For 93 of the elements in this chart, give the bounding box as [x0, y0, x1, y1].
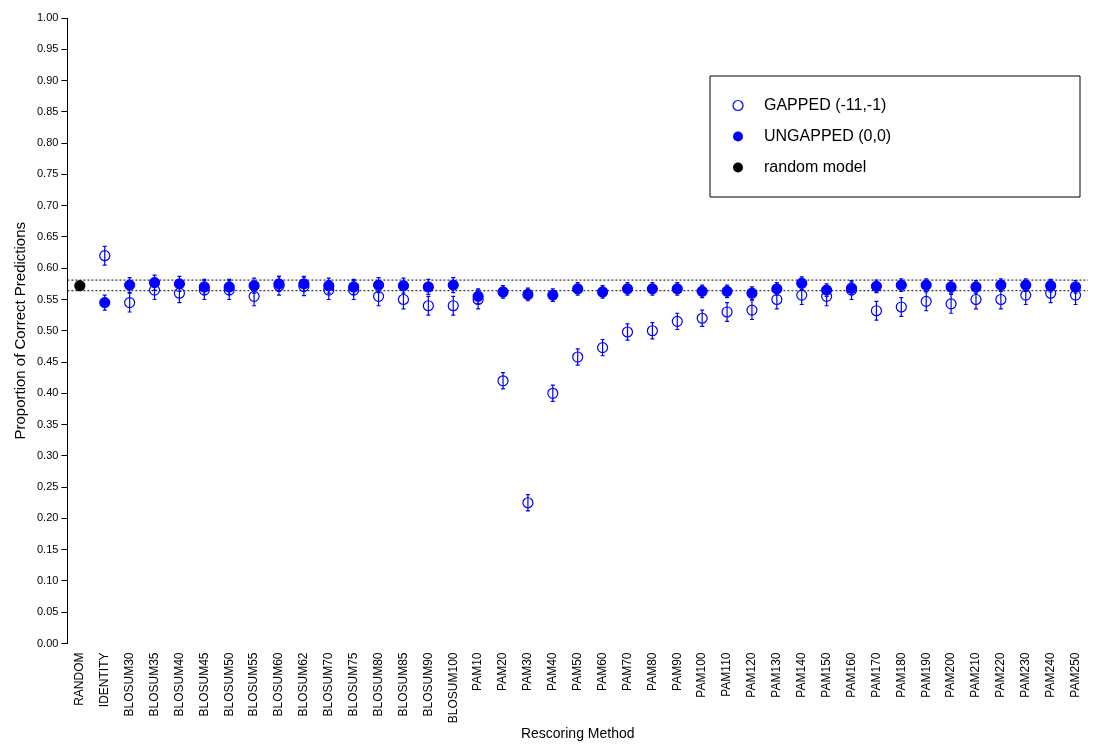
y-tick-label: 0.05 [36, 605, 59, 618]
y-tick-label: 0.85 [36, 104, 59, 117]
x-tick-label: BLOSUM62 [296, 652, 311, 717]
x-tick-label: BLOSUM30 [121, 652, 136, 717]
y-tick-label: 0.60 [36, 261, 59, 274]
y-axis-title: Proportion of Correct Predictions [11, 221, 29, 440]
x-tick-label: PAM180 [893, 652, 908, 698]
y-tick-label: 0.80 [36, 136, 59, 149]
x-tick-label: PAM120 [744, 652, 759, 698]
x-tick-label: PAM100 [694, 652, 709, 698]
x-tick-label: PAM70 [619, 652, 634, 691]
x-tick-label: BLOSUM55 [246, 652, 261, 717]
x-tick-label: PAM160 [843, 652, 858, 698]
legend-label: GAPPED (-11,-1) [764, 95, 887, 113]
x-tick-label: PAM80 [644, 652, 659, 691]
point [248, 290, 260, 302]
x-tick-label: PAM10 [470, 652, 485, 691]
point [671, 315, 683, 327]
x-tick-label: PAM140 [794, 652, 809, 698]
point [870, 305, 883, 317]
x-tick-label: PAM190 [918, 652, 933, 698]
y-tick-label: 0.10 [36, 573, 59, 586]
x-tick-label: PAM60 [594, 652, 609, 691]
y-tick-label: 1.00 [36, 11, 59, 24]
point [1020, 289, 1032, 301]
point [945, 298, 957, 310]
x-axis-title: Rescoring Method [520, 725, 635, 742]
y-tick-label: 0.20 [36, 511, 59, 524]
point [746, 304, 758, 316]
x-tick-label: PAM110 [719, 652, 734, 697]
x-tick-label: PAM210 [968, 652, 983, 698]
x-tick-label: BLOSUM85 [395, 652, 410, 717]
x-tick-label: PAM150 [818, 652, 833, 698]
x-tick-label: PAM230 [1018, 652, 1033, 698]
x-tick-label: IDENTITY [97, 652, 112, 708]
legend-label: UNGAPPED (0,0) [764, 126, 892, 144]
x-tick-label: PAM20 [495, 652, 510, 691]
x-tick-label: BLOSUM100 [445, 652, 460, 724]
point [920, 295, 932, 307]
x-tick-label: BLOSUM35 [146, 652, 161, 717]
y-tick-label: 0.50 [36, 323, 59, 336]
point [497, 375, 509, 387]
point [796, 289, 808, 301]
x-tick-label: PAM220 [993, 652, 1008, 698]
y-tick-label: 0.00 [36, 636, 59, 649]
x-tick-label: RANDOM [72, 652, 87, 706]
point [721, 306, 733, 318]
x-tick-label: BLOSUM50 [221, 652, 236, 717]
point [597, 342, 609, 354]
y-tick-label: 0.75 [36, 167, 59, 180]
point [173, 287, 186, 299]
x-tick-label: BLOSUM60 [271, 652, 286, 717]
point [422, 300, 434, 312]
x-tick-label: PAM200 [943, 652, 958, 698]
x-tick-label: BLOSUM90 [420, 652, 435, 717]
point [397, 293, 410, 306]
point [74, 280, 86, 292]
x-tick-label: PAM30 [520, 652, 535, 691]
y-tick-label: 0.45 [36, 355, 59, 368]
x-tick-label: PAM90 [669, 652, 684, 691]
point [372, 290, 385, 302]
x-tick-label: BLOSUM40 [171, 652, 186, 717]
y-tick-label: 0.95 [36, 42, 59, 55]
y-tick-label: 0.55 [36, 292, 59, 305]
x-tick-label: PAM250 [1067, 652, 1082, 698]
y-tick-label: 0.40 [36, 386, 59, 399]
x-tick-label: PAM240 [1042, 652, 1057, 698]
point [99, 250, 111, 262]
point [771, 293, 783, 306]
y-tick-label: 0.65 [36, 229, 59, 242]
point [995, 293, 1007, 306]
x-tick-label: BLOSUM70 [321, 652, 336, 717]
x-tick-label: PAM40 [545, 652, 560, 691]
point [447, 300, 459, 312]
x-tick-label: PAM50 [570, 652, 585, 691]
point [895, 301, 907, 313]
x-tick-label: PAM130 [769, 652, 784, 698]
point [646, 325, 658, 337]
point [621, 326, 634, 338]
y-tick-label: 0.90 [36, 73, 59, 86]
x-tick-label: BLOSUM80 [370, 652, 385, 717]
x-tick-label: BLOSUM75 [345, 652, 360, 717]
legend-label: random model [764, 157, 867, 175]
x-tick-label: PAM170 [868, 652, 883, 698]
y-tick-label: 0.15 [36, 542, 59, 555]
point [124, 297, 136, 309]
y-tick-label: 0.70 [36, 198, 59, 211]
y-tick-label: 0.30 [36, 448, 59, 461]
point [547, 387, 559, 399]
y-tick-label: 0.35 [36, 417, 59, 430]
y-tick-label: 0.25 [36, 480, 59, 493]
point [970, 293, 982, 306]
x-tick-label: BLOSUM45 [196, 652, 211, 717]
